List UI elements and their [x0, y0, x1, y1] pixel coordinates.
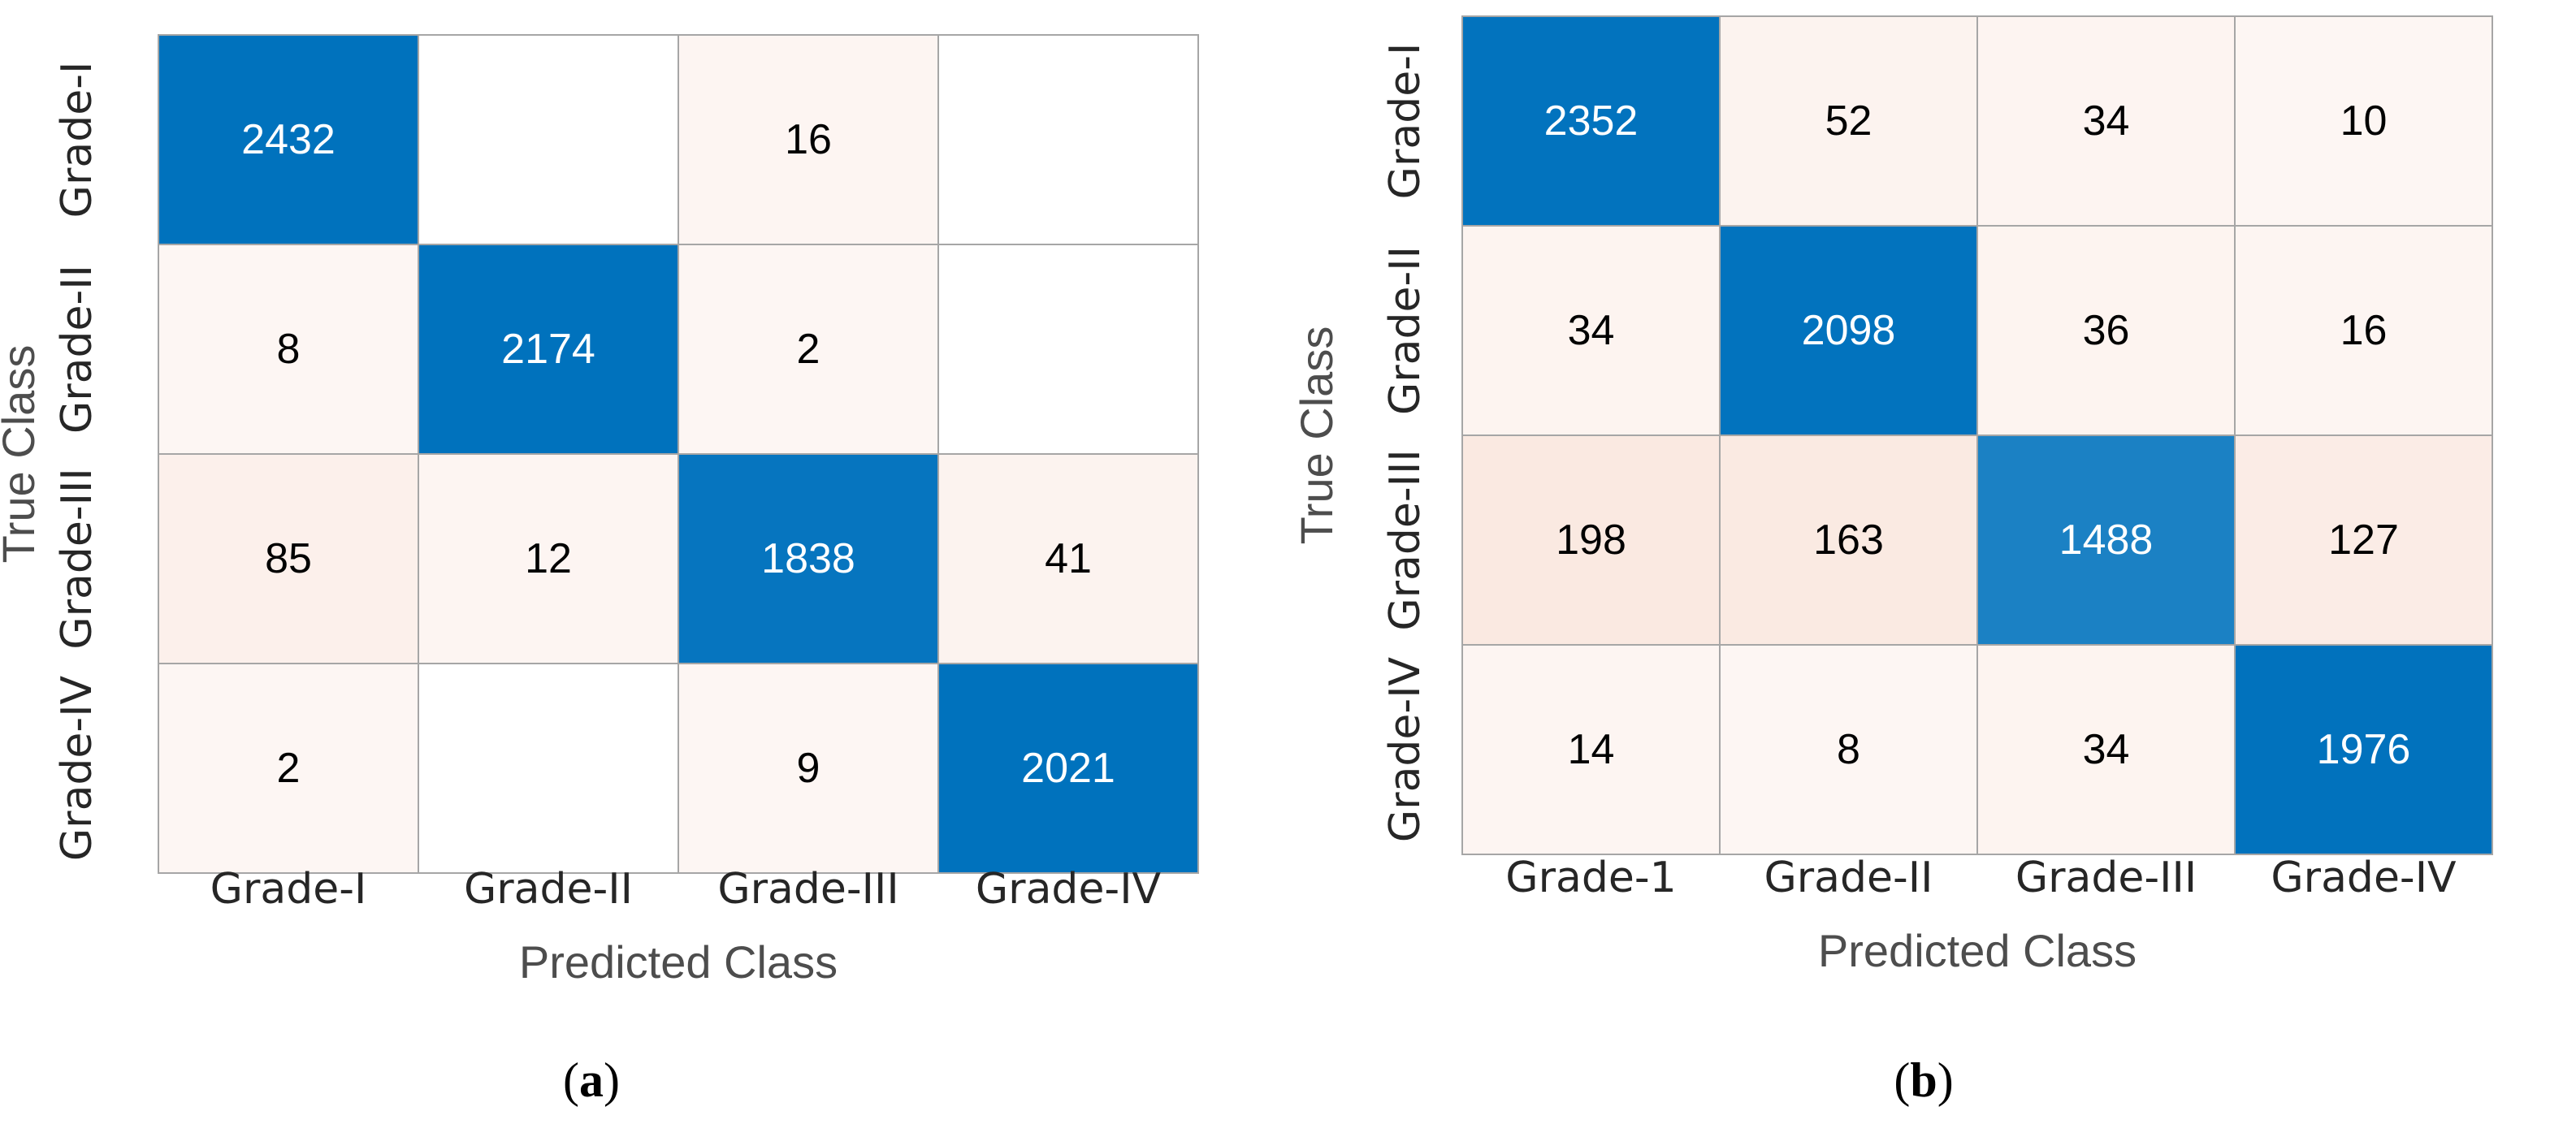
panel-label: (b): [1894, 1053, 1953, 1107]
cell-value: 2: [797, 326, 820, 373]
matrix-cell: [1461, 434, 1721, 646]
panel-label: (a): [563, 1053, 620, 1107]
y-tick-label: Grade-IV: [53, 675, 102, 861]
matrix-cell: [937, 663, 1199, 874]
matrix-cell: [1976, 434, 2236, 646]
matrix-cell: [158, 453, 419, 664]
cell-value: 34: [1568, 307, 1615, 354]
x-tick-label: Grade-IV: [976, 865, 1162, 914]
y-tick-label: Grade-IV: [1381, 656, 1430, 842]
cell-value: 1838: [761, 535, 855, 582]
x-tick-label: Grade-IV: [2271, 854, 2457, 902]
cell-value: 36: [2083, 307, 2130, 354]
matrix-cell: [158, 244, 419, 455]
matrix-cell: [1976, 15, 2236, 227]
cell-value: 8: [277, 326, 301, 373]
cell-value: 85: [265, 535, 312, 582]
matrix-cell: [418, 663, 679, 874]
matrix-cell: [2234, 644, 2493, 855]
matrix-cell: [1719, 15, 1978, 227]
panel-label-part: ): [1937, 1053, 1954, 1107]
cell-value: 163: [1813, 517, 1884, 564]
y-tick-label: Grade-III: [1381, 449, 1430, 630]
x-tick-label: Grade-1: [1505, 854, 1676, 902]
cell-value: 9: [797, 745, 820, 792]
cell-value: 14: [1568, 726, 1615, 773]
cell-value: 8: [1837, 726, 1860, 773]
cell-value: 34: [2083, 97, 2130, 145]
x-axis-title: Predicted Class: [519, 936, 838, 988]
x-tick-label: Grade-II: [464, 865, 633, 914]
cell-value: 12: [525, 535, 572, 582]
y-axis-title: True Class: [1291, 326, 1342, 545]
y-tick-label: Grade-II: [1381, 246, 1430, 415]
matrix-cell: [678, 453, 939, 664]
y-tick-label: Grade-I: [1381, 43, 1430, 200]
matrix-cell: [1461, 15, 1721, 227]
cell-value: 10: [2340, 97, 2388, 145]
cell-value: 2: [277, 745, 301, 792]
panel-label-part: b: [1910, 1053, 1937, 1107]
cell-value: 34: [2083, 726, 2130, 773]
cell-value: 1488: [2059, 517, 2154, 564]
x-tick-label: Grade-III: [717, 865, 898, 914]
cell-value: 1976: [2317, 726, 2411, 773]
x-tick-label: Grade-II: [1764, 854, 1933, 902]
y-tick-label: Grade-III: [53, 468, 102, 649]
cell-value: 127: [2328, 517, 2399, 564]
cell-value: 16: [785, 116, 832, 163]
cell-value: 2174: [501, 326, 595, 373]
matrix-cell: [158, 663, 419, 874]
cell-value: 198: [1556, 517, 1626, 564]
matrix-cell: [937, 34, 1199, 245]
matrix-cell: [678, 244, 939, 455]
cell-value: 16: [2340, 307, 2388, 354]
y-axis-title: True Class: [0, 345, 44, 564]
matrix-cell: [2234, 15, 2493, 227]
cell-value: 52: [1825, 97, 1872, 145]
matrix-cell: [937, 244, 1199, 455]
matrix-cell: [1461, 225, 1721, 436]
cell-value: 41: [1045, 535, 1092, 582]
matrix-cell: [2234, 434, 2493, 646]
matrix-cell: [158, 34, 419, 245]
matrix-cell: [1976, 644, 2236, 855]
matrix-cell: [678, 34, 939, 245]
cell-value: 2352: [1544, 97, 1639, 145]
cell-value: 2021: [1021, 745, 1115, 792]
x-tick-label: Grade-I: [210, 865, 367, 914]
matrix-cell: [1976, 225, 2236, 436]
y-tick-label: Grade-I: [53, 62, 102, 218]
cell-value: 2098: [1802, 307, 1896, 354]
panel-label-part: ): [604, 1053, 620, 1107]
matrix-cell: [418, 34, 679, 245]
panel-label-part: (: [1894, 1053, 1910, 1107]
panel-label-part: (: [563, 1053, 579, 1107]
x-axis-title: Predicted Class: [1818, 925, 2137, 976]
matrix-cell: [1719, 225, 1978, 436]
cell-value: 2432: [241, 116, 336, 163]
matrix-cell: [1461, 644, 1721, 855]
x-tick-label: Grade-III: [2015, 854, 2197, 902]
y-tick-label: Grade-II: [53, 265, 102, 434]
matrix-cell: [2234, 225, 2493, 436]
panel-label-part: a: [579, 1053, 604, 1107]
matrix-cell: [418, 244, 679, 455]
matrix-cell: [1719, 434, 1978, 646]
